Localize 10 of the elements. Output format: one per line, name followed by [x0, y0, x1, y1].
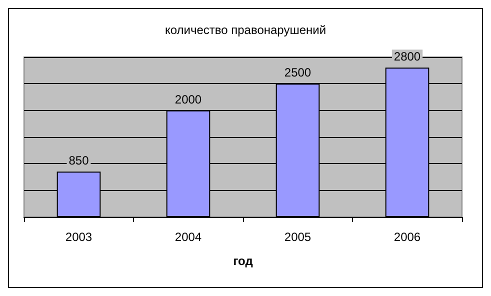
data-label: 2500: [284, 66, 312, 80]
x-tick-label: 2004: [174, 230, 202, 244]
data-label: 2000: [174, 92, 202, 106]
x-axis-title: год: [233, 254, 254, 268]
data-label: 850: [68, 154, 90, 168]
x-tick-label: 2005: [284, 230, 312, 244]
chart-title: количество правонарушений: [164, 23, 326, 37]
x-tick-label: 2006: [394, 230, 421, 244]
x-tick-label: 2003: [65, 230, 92, 244]
data-label: 2800: [394, 50, 421, 64]
